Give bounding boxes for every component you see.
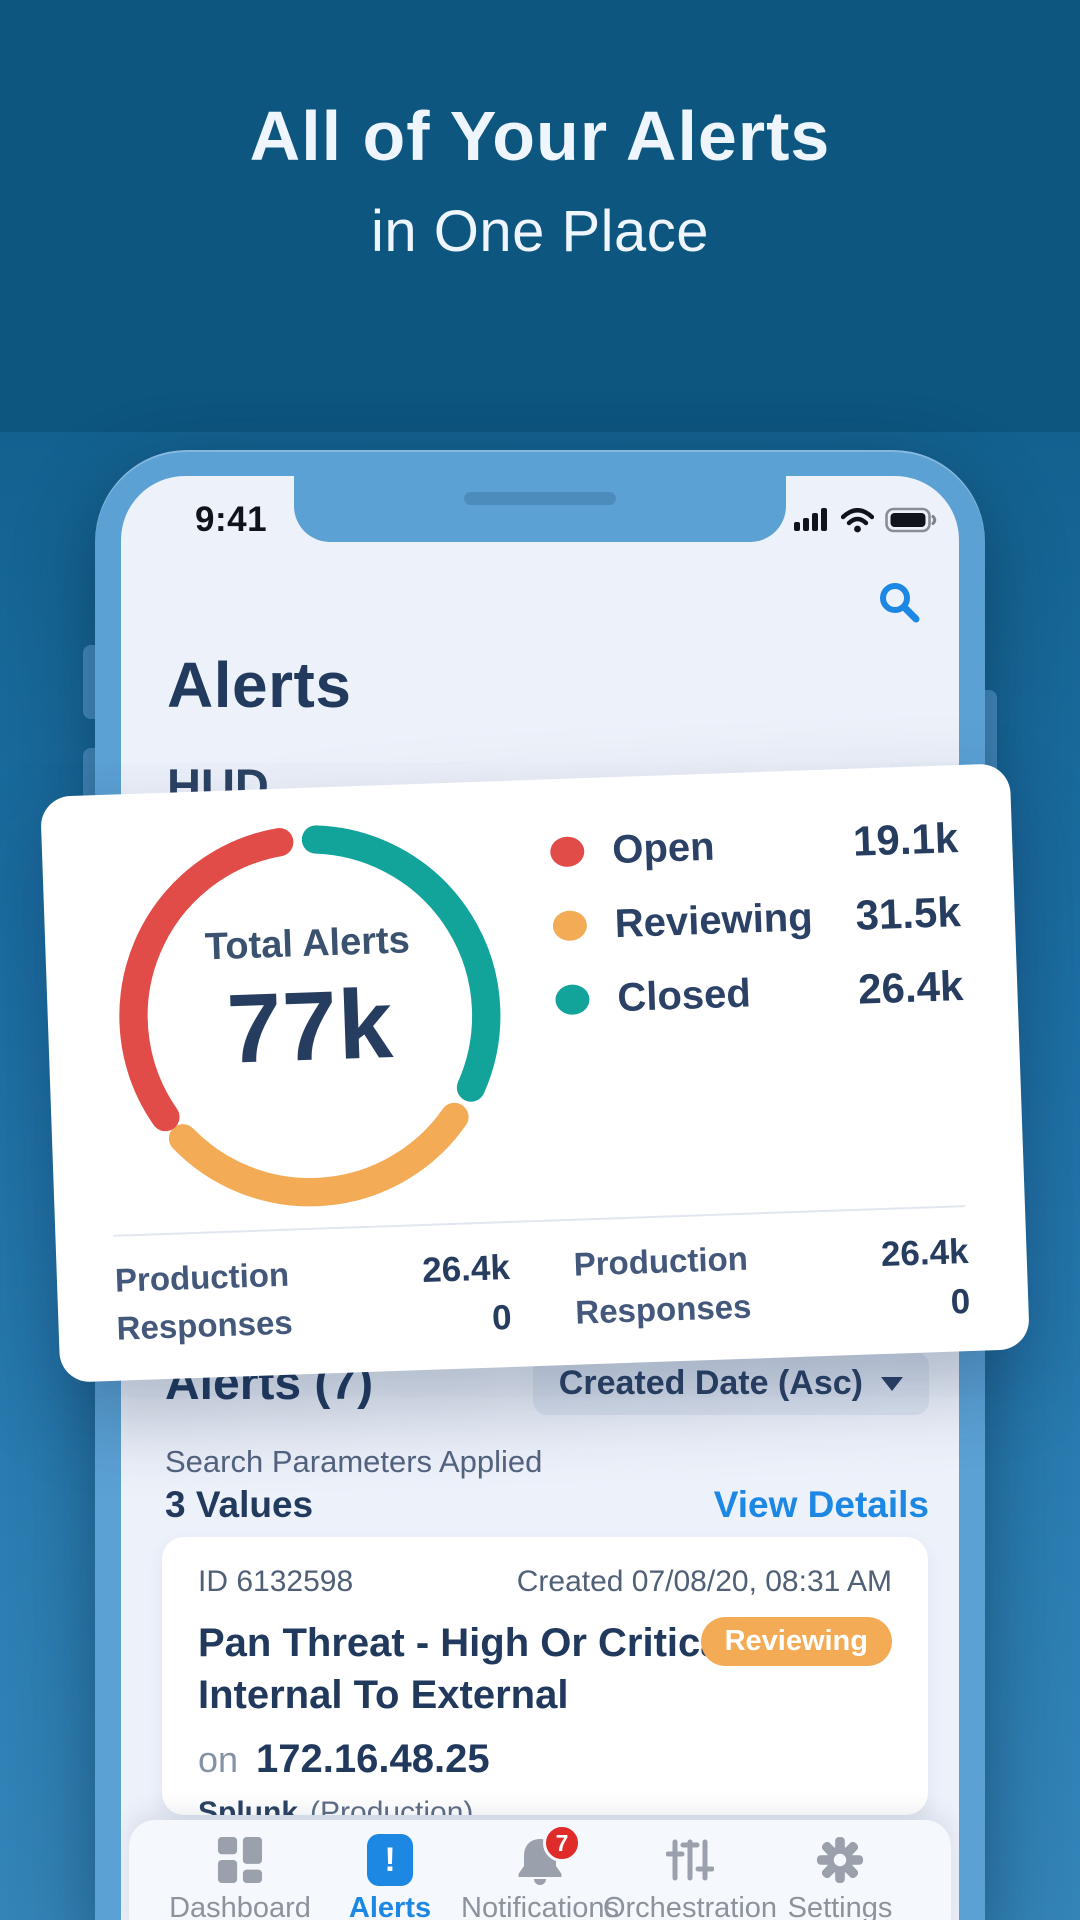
alert-id: ID 6132598 <box>198 1565 354 1598</box>
stat-label-line2: Responses <box>116 1303 294 1347</box>
dashboard-icon <box>217 1837 263 1883</box>
search-params-count: 3 Values <box>165 1484 314 1525</box>
alert-title: Pan Threat - High Or Critical - Internal… <box>198 1621 759 1717</box>
hero-title-line1: All of Your Alerts <box>249 97 831 175</box>
gear-icon <box>816 1836 864 1884</box>
stat-label-line1: Production <box>114 1255 290 1299</box>
alert-on-label: on <box>198 1739 239 1780</box>
stat-value-2: 0 <box>950 1281 971 1322</box>
nav-label-alerts: Alerts <box>348 1892 432 1920</box>
hud-summary-card: Total Alerts 77k Open 19.1k Reviewing 31… <box>40 763 1030 1383</box>
signal-icon <box>794 508 827 531</box>
donut-legend: Open 19.1k Reviewing 31.5k Closed 26.4k <box>549 801 964 1037</box>
nav-item-notifications[interactable]: 7 Notifications <box>461 1824 619 1920</box>
bottom-nav: Dashboard ! Alerts 7 <box>129 1820 951 1920</box>
search-params-label: Search Parameters Applied <box>165 1444 543 1479</box>
phone-notch <box>294 476 786 542</box>
battery-icon <box>885 507 937 533</box>
donut-center: Total Alerts 77k <box>92 773 527 1233</box>
legend-label-open: Open <box>611 824 716 872</box>
status-badge: Reviewing <box>700 1617 892 1666</box>
chevron-down-icon <box>881 1376 903 1391</box>
wifi-icon <box>841 507 874 532</box>
total-alerts-donut-chart: Total Alerts 77k <box>93 799 527 1233</box>
alert-source: Splunk <box>198 1796 299 1815</box>
background-top-band <box>0 0 1080 432</box>
alert-host-row: on 172.16.48.25 <box>198 1737 892 1782</box>
view-details-link[interactable]: View Details <box>713 1484 929 1525</box>
donut-center-label: Total Alerts <box>204 919 411 969</box>
legend-dot-reviewing <box>552 910 588 942</box>
stat-value-2: 0 <box>491 1297 513 1338</box>
nav-label-orchestration: Orchestration <box>602 1892 778 1920</box>
stat-value-1: 26.4k <box>421 1248 511 1291</box>
donut-segment-closed <box>301 825 501 1102</box>
notification-badge: 7 <box>543 1824 581 1862</box>
alert-list-item[interactable]: ID 6132598 Created 07/08/20, 08:31 AM Pa… <box>162 1537 928 1815</box>
nav-label-dashboard: Dashboard <box>169 1892 311 1920</box>
speaker-grille-icon <box>464 492 616 505</box>
hud-stats-row: Production Responses 26.4k 0 Production … <box>114 1227 971 1356</box>
legend-value-reviewing: 31.5k <box>854 888 962 939</box>
alert-created-date: Created 07/08/20, 08:31 AM <box>516 1565 892 1598</box>
stat-production-responses-2: Production Responses 26.4k 0 <box>573 1227 971 1340</box>
legend-dot-closed <box>554 984 590 1016</box>
status-icons <box>794 507 937 533</box>
page-title: Alerts <box>167 649 352 721</box>
legend-value-closed: 26.4k <box>857 962 965 1013</box>
stat-production-responses-1: Production Responses 26.4k 0 <box>114 1243 512 1356</box>
alert-source-row: Splunk (Production) <box>198 1796 892 1815</box>
nav-item-dashboard[interactable]: Dashboard <box>165 1832 315 1920</box>
stat-label-line1: Production <box>573 1239 749 1283</box>
sort-dropdown-label: Created Date (Asc) <box>558 1364 863 1402</box>
legend-row-closed: Closed 26.4k <box>554 949 964 1037</box>
nav-item-orchestration[interactable]: Orchestration <box>603 1832 777 1920</box>
donut-center-value: 77k <box>225 967 396 1084</box>
legend-row-open: Open 19.1k <box>549 801 959 889</box>
legend-label-closed: Closed <box>616 970 752 1020</box>
alert-meta-row: ID 6132598 Created 07/08/20, 08:31 AM <box>198 1565 892 1599</box>
nav-item-alerts[interactable]: ! Alerts <box>315 1832 465 1920</box>
search-icon[interactable] <box>877 580 921 624</box>
alert-source-env: (Production) <box>310 1796 474 1815</box>
stat-label-line2: Responses <box>574 1287 752 1331</box>
status-time: 9:41 <box>195 500 268 539</box>
alert-icon: ! <box>367 1834 413 1886</box>
sliders-icon <box>666 1839 714 1881</box>
nav-label-notifications: Notifications <box>461 1892 619 1920</box>
stat-value-1: 26.4k <box>880 1231 970 1275</box>
status-bar: 9:41 <box>121 476 959 564</box>
hero-title: All of Your Alerts in One Place <box>0 96 1080 265</box>
legend-row-reviewing: Reviewing 31.5k <box>552 875 962 963</box>
hero-title-line2: in One Place <box>370 199 710 264</box>
legend-dot-open <box>549 836 585 868</box>
legend-label-reviewing: Reviewing <box>614 894 814 946</box>
legend-value-open: 19.1k <box>852 814 959 865</box>
search-params-row: 3 Values View Details <box>165 1484 929 1526</box>
nav-label-settings: Settings <box>787 1892 893 1920</box>
alert-host-ip: 172.16.48.25 <box>256 1737 490 1781</box>
donut-segment-open <box>119 827 294 1132</box>
donut-segment-reviewing <box>168 1102 469 1207</box>
nav-item-settings[interactable]: Settings <box>765 1832 915 1920</box>
